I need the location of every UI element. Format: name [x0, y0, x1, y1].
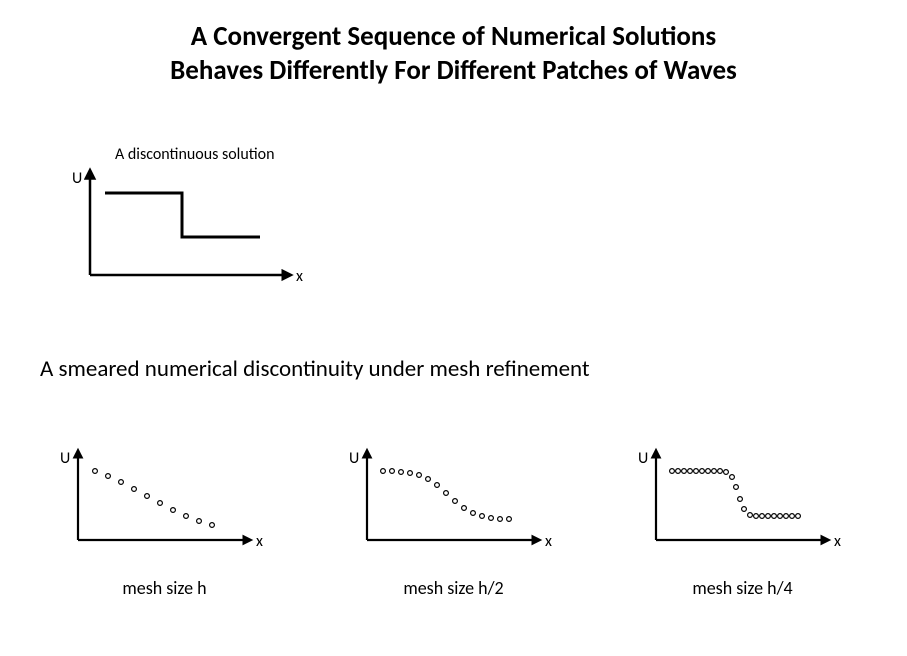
svg-text:x: x [296, 267, 303, 286]
small-plot-2: Ux [628, 445, 858, 565]
title-line-1: A Convergent Sequence of Numerical Solut… [191, 20, 716, 53]
small-plot-0: Ux [50, 445, 280, 565]
small-plot-svg-0: Ux [50, 445, 280, 565]
section-label: A smeared numerical discontinuity under … [40, 355, 590, 383]
top-plot-svg: Ux [60, 165, 320, 305]
top-plot-caption: A discontinuous solution [115, 145, 275, 164]
title-line-2: Behaves Differently For Different Patche… [170, 54, 737, 87]
svg-text:U: U [638, 449, 648, 468]
svg-text:U: U [60, 449, 70, 468]
small-plot-cell-0: Ux mesh size h [35, 445, 295, 599]
small-plot-cell-2: Ux mesh size h/4 [613, 445, 873, 599]
small-plot-cell-1: Ux mesh size h/2 [324, 445, 584, 599]
mesh-label-2: mesh size h/4 [692, 577, 792, 599]
svg-text:x: x [545, 532, 552, 551]
svg-text:U: U [349, 449, 359, 468]
small-plot-svg-1: Ux [339, 445, 569, 565]
mesh-label-0: mesh size h [122, 577, 206, 599]
svg-text:x: x [256, 532, 263, 551]
svg-text:U: U [72, 169, 82, 188]
svg-text:x: x [834, 532, 841, 551]
small-plots-row: Ux mesh size h Ux mesh size h/2 Ux mesh … [0, 445, 907, 599]
mesh-label-1: mesh size h/2 [403, 577, 503, 599]
small-plot-1: Ux [339, 445, 569, 565]
small-plot-svg-2: Ux [628, 445, 858, 565]
top-plot: Ux [60, 165, 320, 305]
page-title: A Convergent Sequence of Numerical Solut… [0, 20, 907, 88]
